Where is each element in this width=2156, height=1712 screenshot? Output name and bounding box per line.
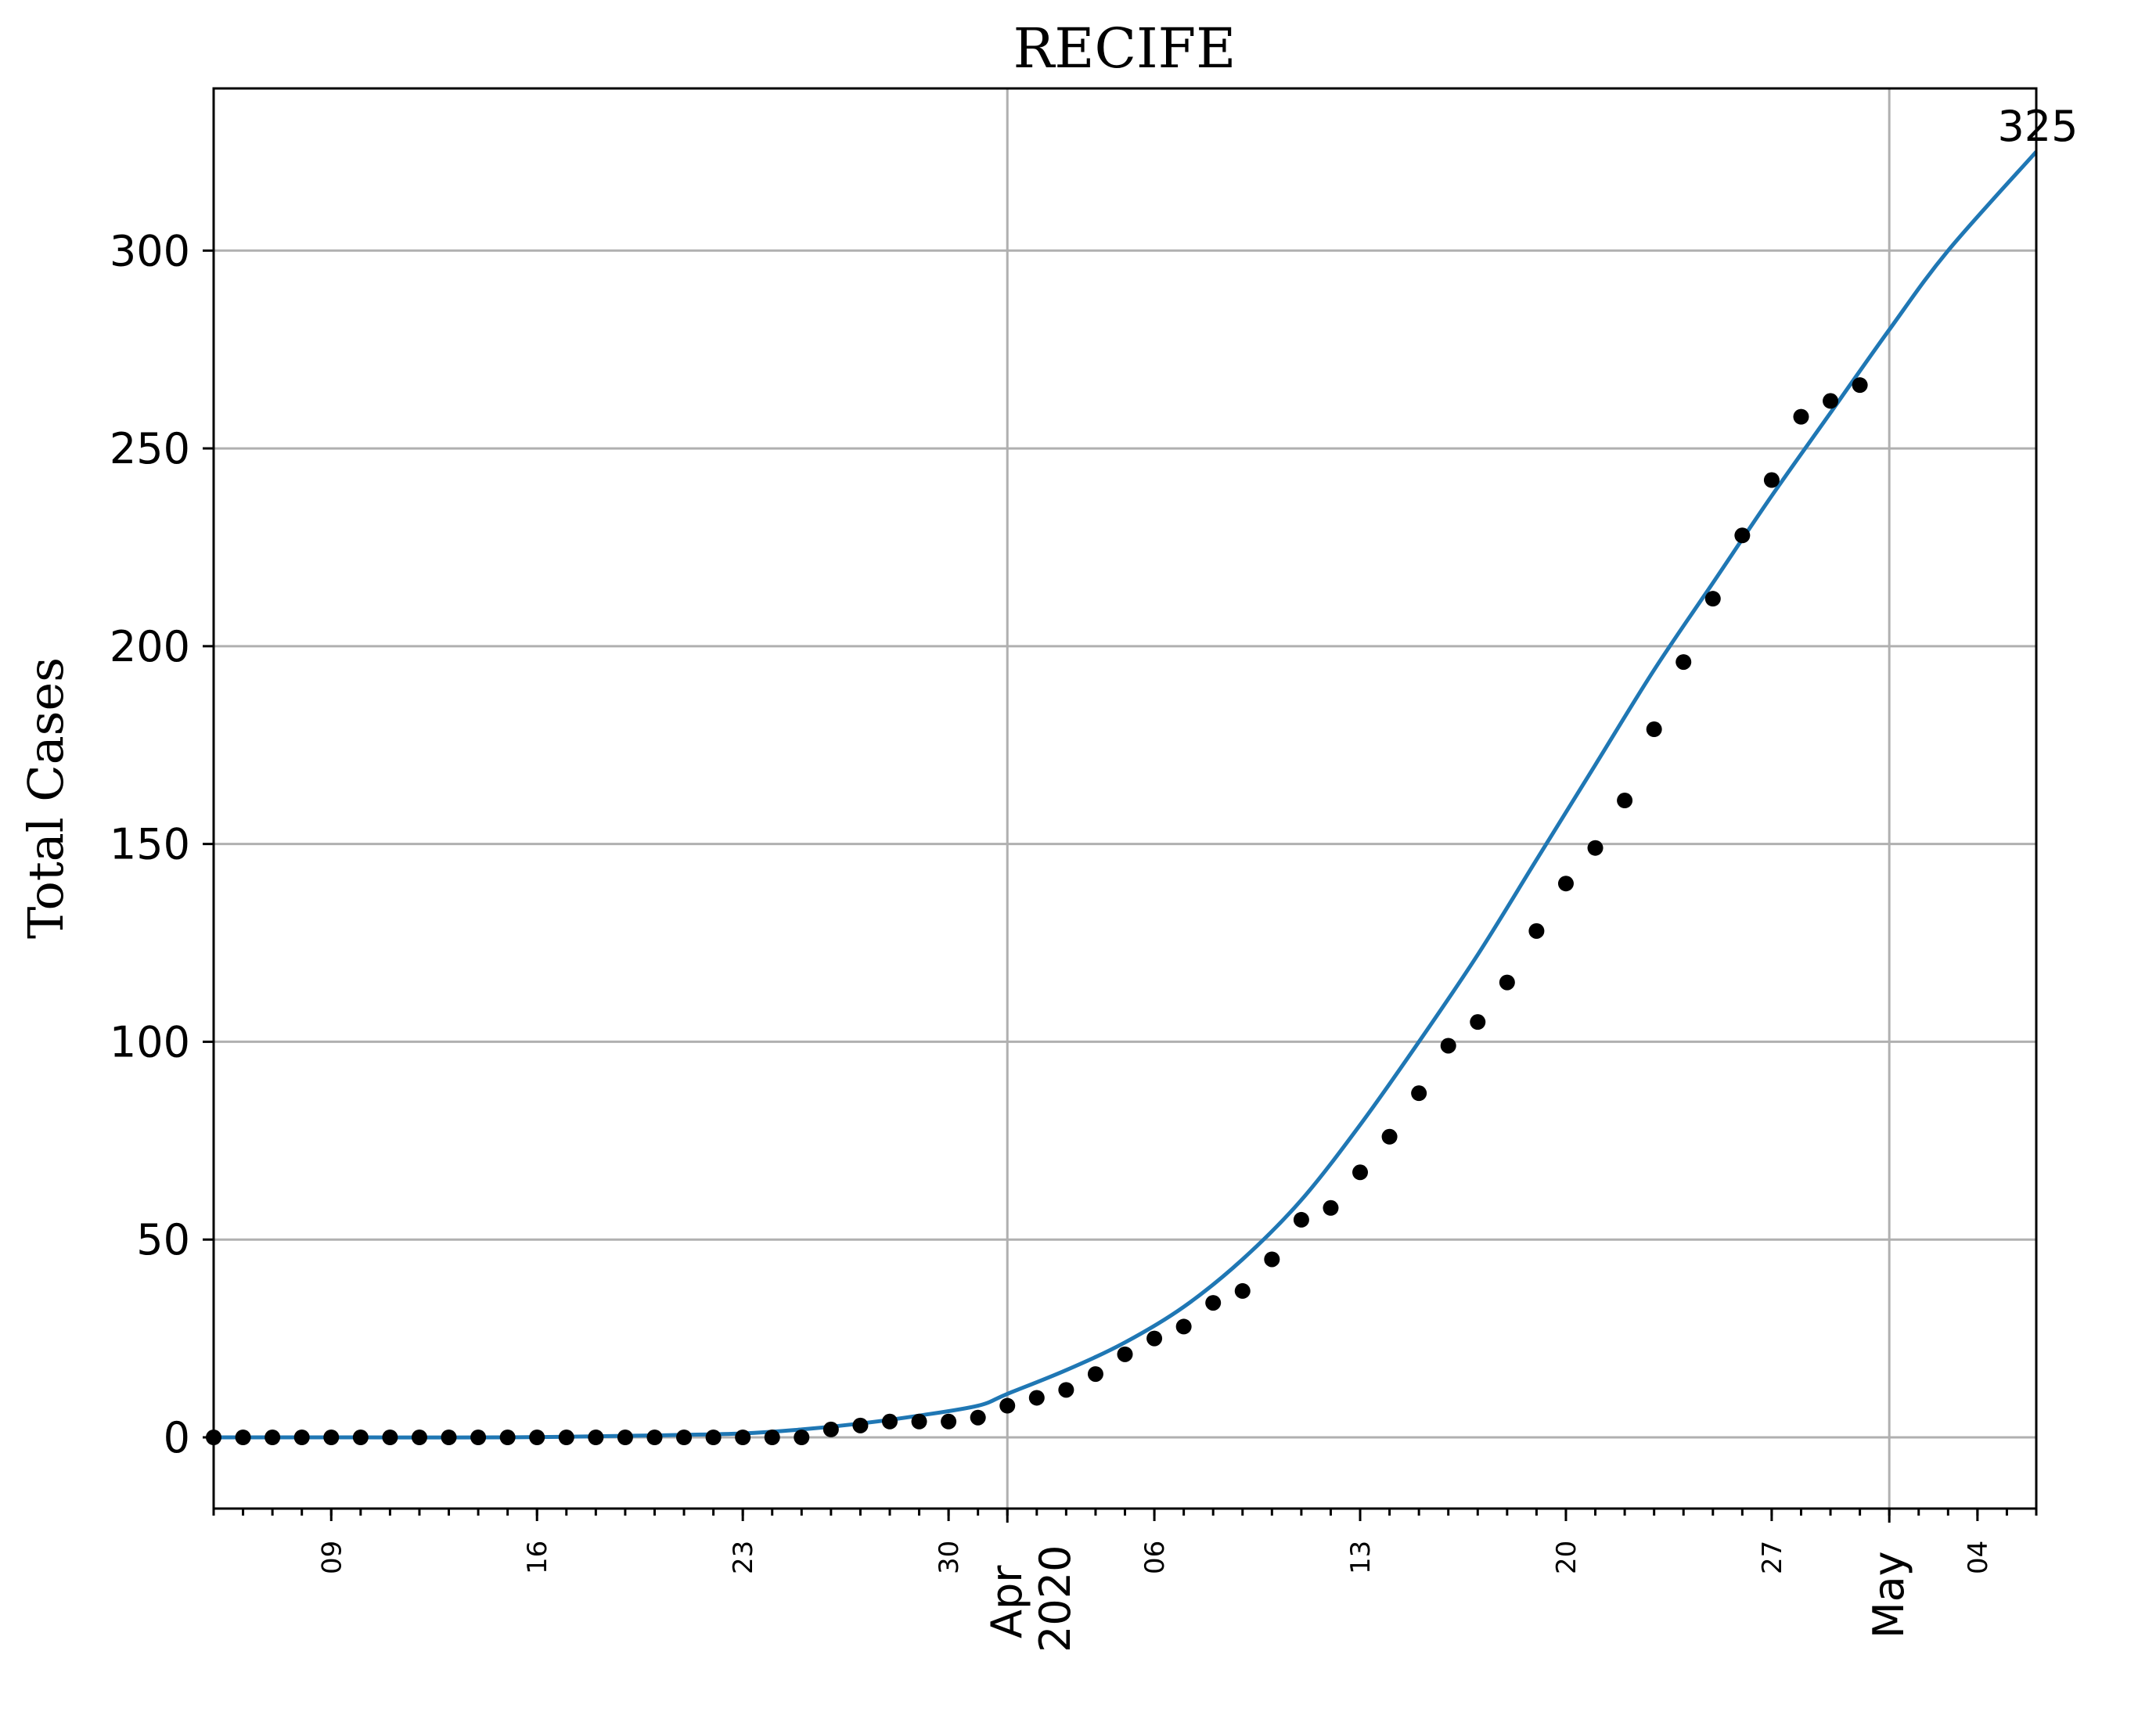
fit-curve-layer xyxy=(213,150,2038,1440)
x-tick-label: 27 xyxy=(1757,1541,1788,1574)
data-point xyxy=(1381,1128,1398,1145)
data-point xyxy=(617,1429,633,1445)
data-point xyxy=(588,1429,604,1445)
data-point xyxy=(1499,974,1515,991)
x-year-label: 2020 xyxy=(1031,1545,1080,1653)
data-points-layer xyxy=(206,377,1868,1445)
data-point xyxy=(676,1429,693,1445)
data-point xyxy=(794,1429,810,1445)
y-tick-label: 150 xyxy=(110,820,190,869)
y-axis-label: Total Cases xyxy=(17,657,74,939)
data-point xyxy=(822,1421,839,1437)
y-tick-label: 300 xyxy=(110,226,190,275)
data-point xyxy=(1793,408,1809,425)
grid-lines xyxy=(214,88,2036,1509)
data-point xyxy=(1675,654,1692,671)
x-tick-label: 16 xyxy=(522,1541,553,1574)
data-point xyxy=(970,1409,986,1426)
fit-curve xyxy=(213,150,2038,1440)
x-tick-label: 06 xyxy=(1139,1541,1171,1574)
x-tick-label: 23 xyxy=(728,1541,759,1574)
data-point xyxy=(235,1429,251,1445)
data-point xyxy=(1440,1038,1456,1054)
y-tick-label: 50 xyxy=(136,1215,190,1264)
data-point xyxy=(764,1429,780,1445)
data-point xyxy=(441,1429,457,1445)
data-point xyxy=(1646,721,1662,738)
x-tick-label: 09 xyxy=(316,1541,347,1574)
data-point xyxy=(1264,1251,1280,1268)
data-point xyxy=(1852,377,1868,394)
data-point xyxy=(1146,1330,1163,1347)
data-point xyxy=(529,1429,545,1445)
data-point xyxy=(1470,1014,1486,1030)
data-point xyxy=(1528,923,1545,939)
data-point xyxy=(1557,876,1574,892)
x-month-label: May xyxy=(1864,1551,1913,1638)
x-tick-label: 13 xyxy=(1345,1541,1377,1574)
y-axis-ticks: 0 50 100 150 200 250 300 xyxy=(110,226,214,1462)
x-tick-label: 04 xyxy=(1963,1541,1994,1574)
data-point xyxy=(1704,591,1721,607)
y-tick-label: 200 xyxy=(110,622,190,671)
data-point xyxy=(1323,1199,1339,1216)
data-point xyxy=(1205,1295,1222,1311)
plot-frame xyxy=(212,87,2038,1510)
y-tick-label: 0 xyxy=(164,1413,190,1462)
data-point xyxy=(411,1429,427,1445)
data-point xyxy=(1175,1318,1192,1335)
data-point xyxy=(323,1429,340,1445)
data-point xyxy=(911,1413,927,1430)
x-axis-ticks: 09 16 23 30 06 13 20 27 04 Apr 2020 May xyxy=(212,1509,2038,1653)
data-point xyxy=(941,1413,957,1430)
data-point xyxy=(1352,1164,1369,1181)
x-tick-label: 30 xyxy=(934,1541,965,1574)
data-point xyxy=(705,1429,722,1445)
data-point xyxy=(1028,1390,1045,1406)
x-month-label: Apr xyxy=(982,1565,1031,1638)
data-point xyxy=(1087,1366,1103,1383)
data-point xyxy=(1117,1346,1133,1362)
data-point xyxy=(852,1417,869,1433)
data-point xyxy=(1234,1282,1251,1299)
end-value-label: 325 xyxy=(1997,102,2078,151)
data-point xyxy=(881,1413,898,1430)
data-point xyxy=(999,1397,1016,1414)
data-point xyxy=(382,1429,398,1445)
data-point xyxy=(293,1429,310,1445)
data-point xyxy=(1763,472,1780,488)
data-point xyxy=(1293,1211,1309,1228)
data-point xyxy=(558,1429,574,1445)
data-point xyxy=(646,1429,663,1445)
data-point xyxy=(1058,1382,1074,1398)
data-point xyxy=(352,1429,369,1445)
data-point xyxy=(1587,840,1604,856)
data-point xyxy=(1734,527,1751,544)
x-tick-label: 20 xyxy=(1551,1541,1582,1574)
data-point xyxy=(735,1429,751,1445)
data-point xyxy=(1617,793,1633,809)
data-point xyxy=(499,1429,516,1445)
y-tick-label: 100 xyxy=(110,1017,190,1066)
data-point xyxy=(265,1429,281,1445)
y-tick-label: 250 xyxy=(110,424,190,473)
data-point xyxy=(470,1429,487,1445)
chart-title: RECIFE xyxy=(1013,16,1236,81)
data-point xyxy=(1411,1085,1427,1102)
data-point xyxy=(1823,393,1839,409)
